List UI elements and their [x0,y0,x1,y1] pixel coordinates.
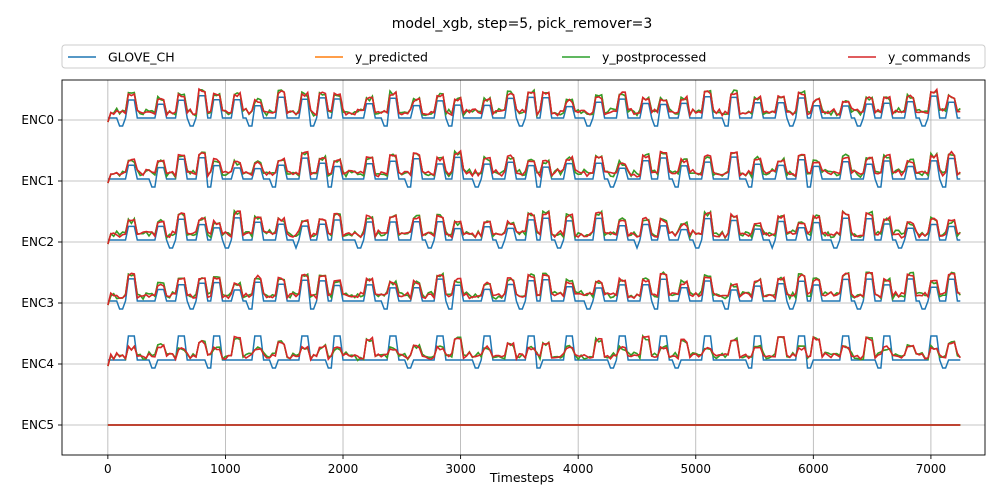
x-tick-label: 3000 [445,462,476,476]
series-line-glove-ch-enc1 [107,156,961,188]
x-tick-label: 5000 [680,462,711,476]
plot-area [107,87,961,426]
y-tick-label: ENC2 [21,235,54,249]
chart-title: model_xgb, step=5, pick_remover=3 [392,16,653,32]
x-axis-label: Timesteps [489,470,554,485]
legend-label: y_predicted [355,50,428,65]
legend-entry: GLOVE_CH [68,50,175,65]
series-line-y-commands-enc3 [107,272,961,306]
grid [62,80,985,455]
series-line-glove-ch-enc4 [107,335,961,369]
series-line-y-commands-enc4 [107,335,961,367]
legend-entry: y_predicted [315,50,428,65]
legend-label: y_commands [888,50,971,65]
series-line-y-commands-enc1 [107,149,961,184]
y-tick-label: ENC0 [21,113,54,127]
x-tick-label: 2000 [328,462,359,476]
legend-entry: y_postprocessed [562,50,706,65]
series-line-y-commands-enc2 [107,210,961,245]
y-tick-label: ENC4 [21,357,54,371]
legend-label: y_postprocessed [602,50,706,65]
legend: GLOVE_CH y_predicted y_postprocessed y_comm… [61,44,986,69]
series-line-y-commands-enc0 [107,87,961,123]
x-tick-label: 0 [104,462,112,476]
series-line-y-postprocessed-enc3 [107,271,961,306]
axes-frame [61,79,986,456]
legend-entry: y_commands [848,50,971,65]
y-tick-label: ENC1 [21,174,54,188]
x-tick-label: 7000 [916,462,947,476]
legend-frame [61,44,986,69]
x-tick-label: 1000 [210,462,241,476]
y-tick-label: ENC3 [21,296,54,310]
y-tick-label: ENC5 [21,418,54,432]
x-tick-label: 4000 [563,462,594,476]
x-tick-label: 6000 [798,462,829,476]
series-line-glove-ch-enc2 [107,217,961,251]
legend-label: GLOVE_CH [108,50,175,65]
axes: 0 1000 2000 3000 4000 5000 6000 7000 ENC0 ENC1 ENC… [21,79,986,476]
